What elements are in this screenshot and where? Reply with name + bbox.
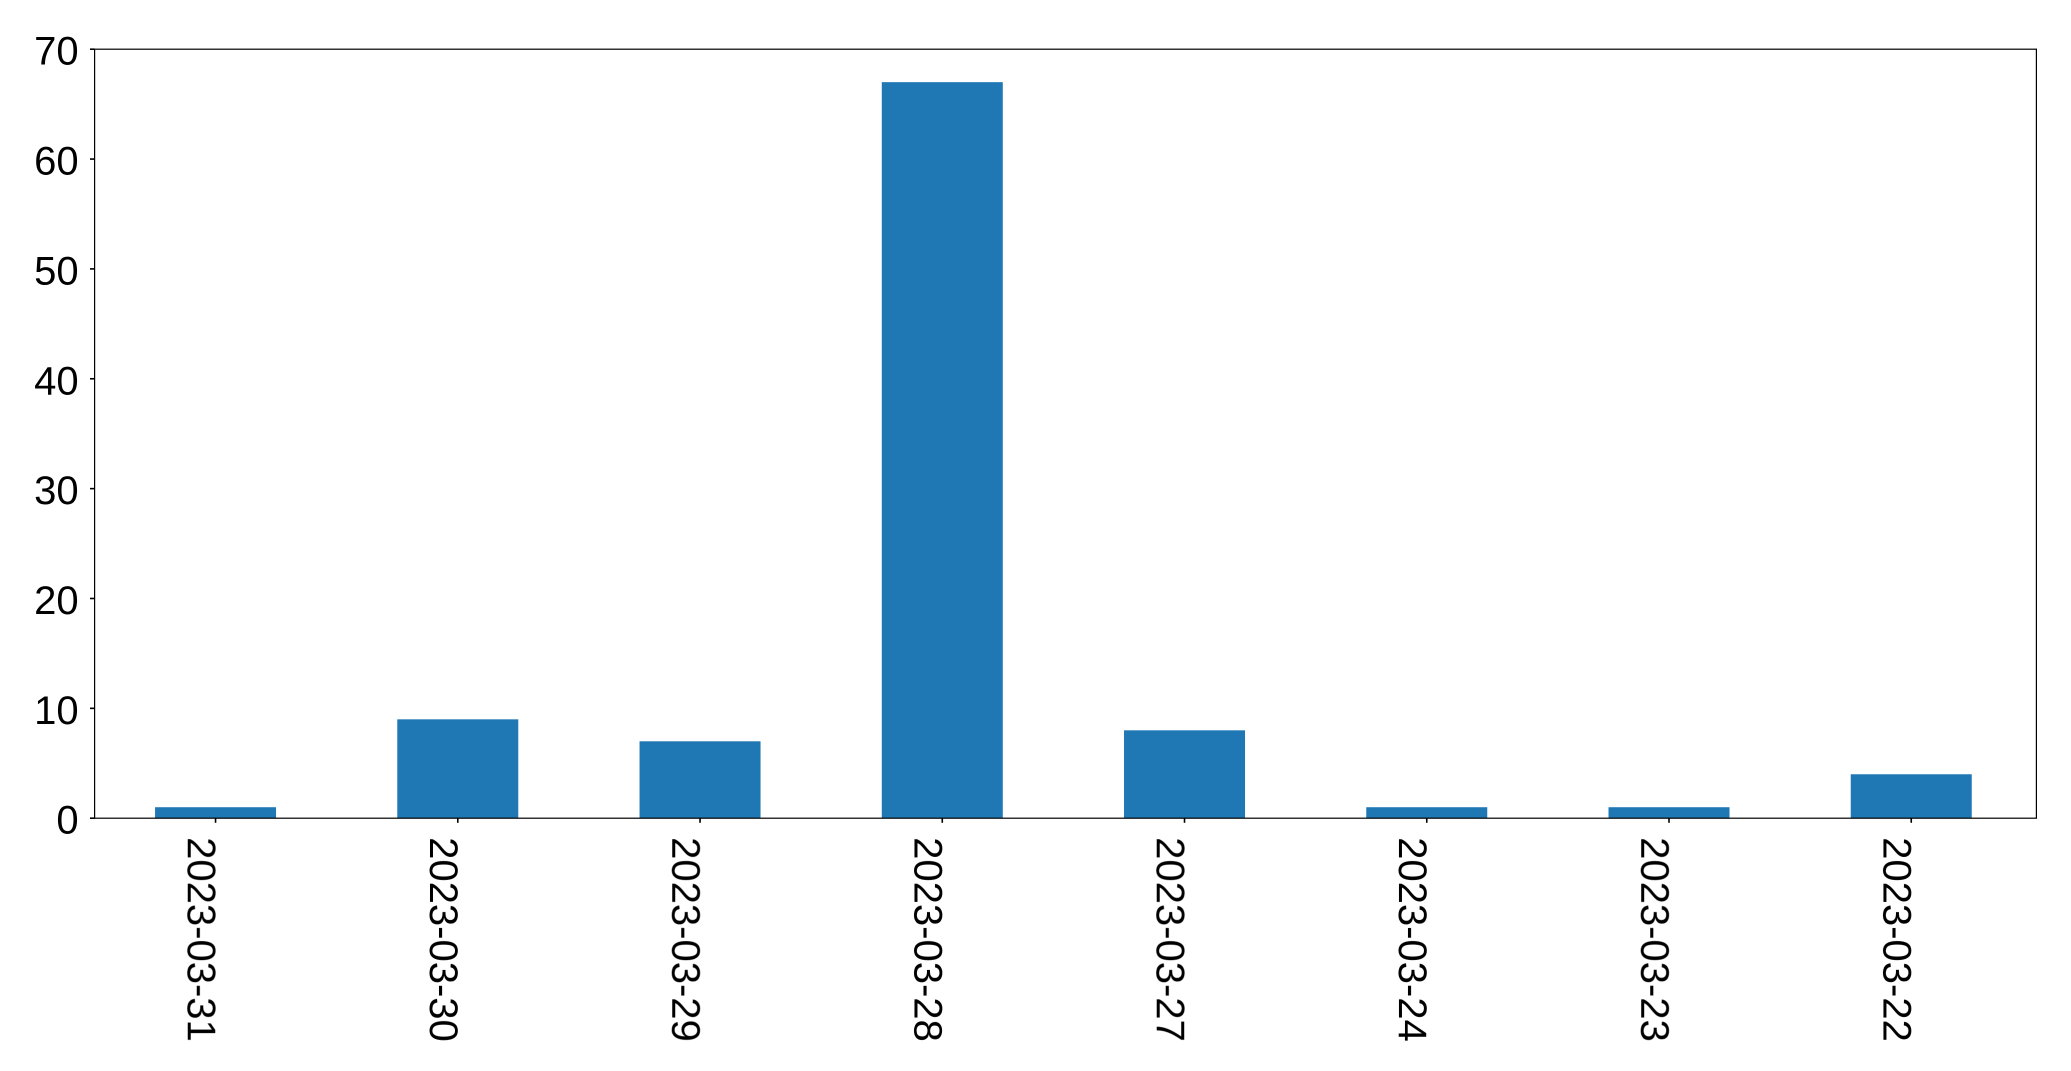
svg-text:10: 10 (34, 689, 79, 733)
svg-text:50: 50 (34, 249, 79, 293)
svg-text:60: 60 (34, 140, 79, 184)
svg-text:2023-03-31: 2023-03-31 (179, 837, 223, 1042)
svg-text:2023-03-22: 2023-03-22 (1874, 837, 1918, 1042)
svg-text:2023-03-30: 2023-03-30 (421, 837, 465, 1042)
svg-text:40: 40 (34, 359, 79, 403)
svg-text:30: 30 (34, 469, 79, 513)
svg-text:2023-03-24: 2023-03-24 (1390, 837, 1434, 1042)
svg-text:70: 70 (34, 30, 79, 74)
svg-text:0: 0 (56, 799, 78, 843)
svg-text:2023-03-28: 2023-03-28 (905, 837, 949, 1042)
svg-text:2023-03-29: 2023-03-29 (663, 837, 707, 1042)
svg-text:2023-03-27: 2023-03-27 (1148, 837, 1192, 1042)
svg-text:20: 20 (34, 579, 79, 623)
svg-text:2023-03-23: 2023-03-23 (1632, 837, 1676, 1042)
